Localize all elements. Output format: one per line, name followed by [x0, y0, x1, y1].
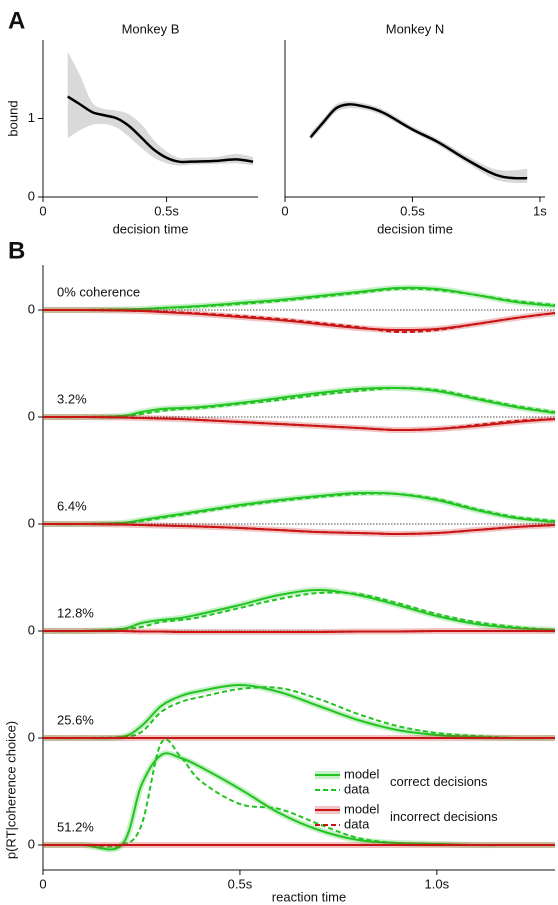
y-axis-label: bound	[5, 100, 20, 136]
coherence-label: 6.4%	[57, 498, 87, 513]
y-tick-label: 0	[28, 515, 35, 530]
y-axis-label: p(RT|coherence choice)	[3, 721, 18, 859]
x-tick-label: 0	[39, 203, 46, 218]
incorrect-data-line	[42, 522, 556, 536]
y-tick-label: 0	[28, 729, 35, 744]
y-tick-label: 0	[28, 188, 35, 203]
y-tick-label: 0	[28, 836, 35, 851]
confidence-band	[310, 101, 528, 183]
correct-model-band	[42, 384, 556, 421]
y-tick-label: 1	[28, 110, 35, 125]
x-tick-label: 0.5s	[400, 203, 425, 218]
incorrect-model-band	[42, 413, 556, 434]
incorrect-data-line	[42, 629, 555, 634]
correct-model-band	[42, 750, 555, 853]
x-tick-label: 0	[39, 876, 46, 891]
coherence-label: 12.8%	[57, 605, 94, 620]
correct-data-line	[42, 492, 556, 526]
panel-label: B	[8, 237, 25, 264]
legend-label: data	[344, 816, 370, 831]
x-tick-label: 0.5s	[154, 203, 179, 218]
legend-group-label: correct decisions	[390, 774, 488, 789]
correct-model-band	[42, 681, 556, 742]
coherence-label: 0% coherence	[57, 284, 140, 299]
correct-model-line	[42, 386, 556, 419]
legend-label: model	[344, 766, 380, 781]
coherence-label: 51.2%	[57, 819, 94, 834]
correct-data-line	[42, 738, 555, 848]
y-tick-label: 0	[28, 622, 35, 637]
x-tick-label: 0	[281, 203, 288, 218]
correct-model-line	[42, 683, 556, 740]
y-tick-label: 0	[28, 408, 35, 423]
bound-line	[67, 95, 254, 164]
chart-title: Monkey N	[386, 21, 445, 36]
confidence-band	[67, 51, 254, 166]
legend-group-label: incorrect decisions	[390, 809, 498, 824]
correct-data-line	[42, 287, 556, 312]
y-tick-label: 0	[28, 301, 35, 316]
correct-data-line	[42, 686, 556, 740]
correct-model-line	[42, 752, 555, 851]
x-tick-label: 1.0s	[425, 876, 450, 891]
legend-label: data	[344, 781, 370, 796]
incorrect-data-line	[42, 415, 556, 432]
incorrect-data-line	[42, 308, 556, 334]
chart-title: Monkey B	[122, 21, 180, 36]
coherence-label: 25.6%	[57, 712, 94, 727]
correct-data-line	[42, 386, 556, 419]
legend-label: model	[344, 801, 380, 816]
x-axis-label: reaction time	[272, 889, 346, 904]
panel-label: A	[8, 7, 25, 34]
x-tick-label: 0.5s	[228, 876, 253, 891]
correct-model-line	[42, 588, 556, 633]
x-tick-label: 1s	[533, 203, 547, 218]
x-axis-label: decision time	[377, 221, 453, 236]
coherence-label: 3.2%	[57, 391, 87, 406]
x-axis-label: decision time	[113, 221, 189, 236]
bound-line	[309, 103, 528, 180]
correct-data-line	[42, 591, 556, 633]
